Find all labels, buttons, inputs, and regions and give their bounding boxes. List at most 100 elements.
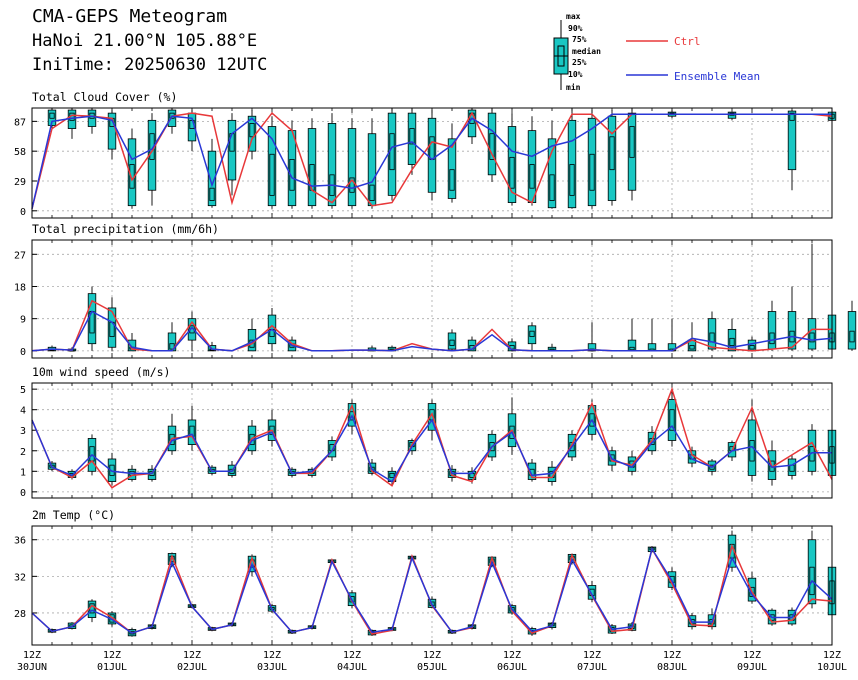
ensemble-box	[587, 322, 597, 352]
ensemble-box	[507, 113, 517, 206]
ensemble-box	[747, 571, 757, 604]
y-tick-label: 3	[20, 426, 26, 437]
box-outer	[207, 150, 217, 207]
ensemble-box	[427, 110, 437, 201]
ensemble-box	[147, 113, 157, 206]
box-inner	[449, 339, 455, 346]
box-inner	[489, 133, 495, 160]
box-inner	[429, 136, 435, 160]
x-date-label: 04JUL	[337, 662, 367, 673]
ensemble-box	[487, 108, 497, 183]
y-tick-label: 36	[14, 536, 26, 547]
y-tick-label: 0	[20, 207, 26, 218]
ensemble-box	[687, 322, 697, 352]
ensemble-box	[507, 397, 517, 455]
ensemble-box	[307, 118, 317, 209]
box-inner	[389, 133, 395, 171]
ensemble-box	[807, 243, 817, 351]
x-hour-label: 12Z	[183, 650, 201, 661]
ensemble-box	[547, 120, 557, 209]
mean-series-line	[31, 310, 833, 352]
ensemble-box	[87, 286, 97, 351]
box-inner	[849, 330, 855, 343]
x-hour-label: 12Z	[583, 650, 601, 661]
ensemble-box	[227, 461, 237, 478]
ensemble-box	[47, 108, 57, 129]
ensemble-box	[247, 318, 257, 352]
chart-panel: 2m Temp (°C) 28 32 36	[14, 508, 837, 646]
ensemble-box	[327, 436, 337, 462]
panel-frame	[31, 382, 833, 499]
mean-series-line	[31, 547, 833, 634]
panel-title: Total precipitation (mm/6h)	[32, 222, 219, 236]
panel-frame	[31, 107, 833, 219]
box-inner	[749, 440, 755, 462]
ensemble-box	[807, 530, 817, 609]
ensemble-box	[527, 322, 537, 351]
x-hour-label: 12Z	[103, 650, 121, 661]
mean-series-line	[31, 113, 832, 209]
box-inner	[729, 337, 735, 346]
box-inner	[669, 409, 675, 431]
legend: max 90% 75% median 25% 10% min Ctrl Ensemble Mea…	[553, 12, 760, 92]
x-date-label: 09JUL	[737, 662, 767, 673]
ensemble-box	[447, 123, 457, 203]
chart-panel: Total Cloud Cover (%) 0 29 58 87	[14, 90, 837, 219]
x-date-label: 02JUL	[177, 662, 207, 673]
ensemble-box	[847, 300, 857, 351]
box-inner	[249, 123, 255, 138]
box-outer	[787, 110, 797, 171]
x-hour-label: 12Z	[263, 650, 281, 661]
y-tick-label: 9	[20, 315, 26, 326]
box-inner	[809, 332, 815, 343]
box-inner	[789, 112, 795, 121]
x-hour-label: 12Z	[343, 650, 361, 661]
legend-box-label: 25%	[572, 58, 587, 67]
legend-box-label: min	[566, 82, 581, 92]
box-inner	[349, 177, 355, 193]
panel-title: Total Cloud Cover (%)	[32, 90, 177, 104]
x-date-label: 30JUN	[17, 662, 47, 673]
y-tick-label: 5	[20, 385, 26, 396]
x-hour-label: 12Z	[743, 650, 761, 661]
x-hour-label: 12Z	[423, 650, 441, 661]
box-inner	[569, 164, 575, 196]
y-tick-label: 32	[14, 572, 26, 583]
ensemble-box	[787, 454, 797, 480]
ensemble-box	[187, 405, 197, 451]
box-inner	[269, 153, 275, 196]
init-time-label: IniTime: 20250630 12UTC	[32, 55, 268, 75]
mean-series-line	[31, 414, 832, 483]
y-tick-label: 0	[20, 347, 26, 358]
meteogram-title: CMA-GEPS Meteogram	[32, 6, 228, 27]
box-inner	[369, 184, 375, 201]
box-inner	[389, 472, 395, 478]
box-inner	[549, 348, 555, 351]
ensemble-box	[327, 113, 337, 209]
ensemble-box	[627, 108, 637, 201]
location-label: HaNoi 21.00°N 105.88°E	[32, 31, 258, 51]
x-date-label: 08JUL	[657, 662, 687, 673]
box-inner	[549, 174, 555, 201]
y-tick-label: 27	[14, 250, 26, 261]
ensemble-box	[387, 108, 397, 201]
box-inner	[689, 345, 695, 350]
legend-box-label: max	[566, 12, 581, 21]
panel-frame	[31, 525, 833, 646]
box-inner	[449, 169, 455, 191]
ensemble-box	[767, 440, 777, 486]
y-tick-label: 28	[14, 609, 26, 620]
ensemble-box	[567, 108, 577, 209]
box-inner	[589, 153, 595, 191]
panel-frame	[31, 239, 833, 359]
box-outer	[847, 311, 857, 350]
ensemble-box	[607, 110, 617, 206]
ensemble-box	[767, 300, 777, 351]
x-date-label: 07JUL	[577, 662, 607, 673]
box-outer	[327, 123, 337, 207]
legend-box-label: median	[572, 46, 601, 56]
box-inner	[709, 332, 715, 343]
ensemble-box	[647, 318, 657, 352]
ensemble-box	[87, 108, 97, 134]
